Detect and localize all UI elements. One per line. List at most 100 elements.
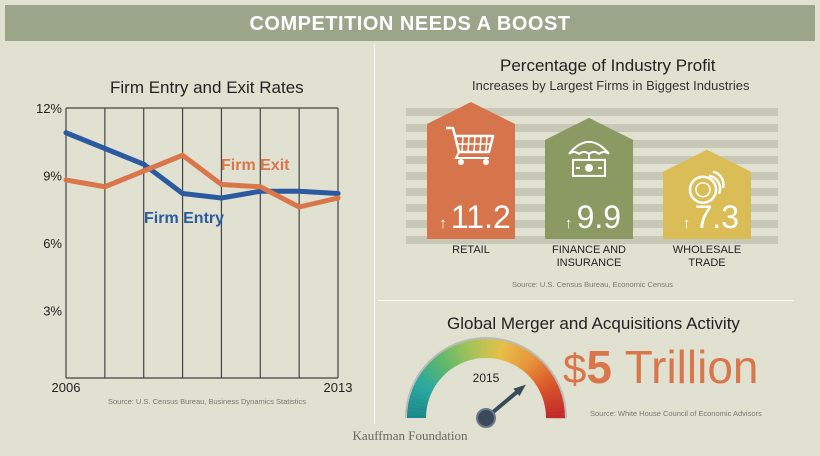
gauge-arc-segment xyxy=(503,341,514,362)
gauge-arc-segment xyxy=(526,358,543,376)
bar-category-label-line2: TRADE xyxy=(688,257,725,269)
header-banner: COMPETITION NEEDS A BOOST xyxy=(5,5,815,41)
gauge-arc-segment xyxy=(462,340,472,361)
up-arrow-icon: ↑ xyxy=(683,215,695,232)
ma-amount: 5 xyxy=(586,341,624,393)
data-point-firm-exit xyxy=(63,177,69,183)
x-tick-label: 2006 xyxy=(52,380,81,395)
gauge-arc-segment xyxy=(429,358,446,376)
gauge-arc-segment xyxy=(459,341,469,362)
y-tick-label: 6% xyxy=(43,236,62,251)
gauge-needle-tip xyxy=(513,384,526,397)
x-tick-label: 2013 xyxy=(324,380,353,395)
data-point-firm-exit xyxy=(335,195,341,201)
background-stripe xyxy=(406,108,778,116)
coins-icon xyxy=(688,170,725,204)
data-point-firm-entry xyxy=(102,146,108,151)
gauge-arc-segment xyxy=(545,410,566,416)
gauge-arc-segment xyxy=(407,398,428,407)
series-line-firm-exit xyxy=(63,152,341,210)
umbrella-money-icon xyxy=(568,140,610,177)
gauge-arc-segment xyxy=(406,406,427,413)
gauge-arc-segment xyxy=(455,342,466,363)
gauge-arc-segment xyxy=(519,351,534,370)
gauge-arc-segment xyxy=(488,338,495,359)
bar-value: 11.2 xyxy=(451,199,511,235)
vertical-divider xyxy=(374,44,375,424)
gauge-arc-segment xyxy=(544,402,566,410)
data-point-firm-entry xyxy=(180,191,186,196)
gauge-arc-segment xyxy=(535,373,555,388)
horizontal-divider xyxy=(378,300,793,301)
bar-category-label: FINANCE AND xyxy=(552,244,626,256)
gauge-arc-segment xyxy=(530,364,548,381)
y-tick-label: 3% xyxy=(43,304,62,319)
gauge-arc-segment xyxy=(432,356,449,374)
gauge-arc-segment xyxy=(534,370,553,385)
gauge-arc-segment xyxy=(424,364,442,380)
ma-figure-value: $5 Trillion xyxy=(563,341,759,393)
gauge-arc-segment xyxy=(466,339,475,360)
gauge-arc-segment xyxy=(538,380,559,393)
gauge-arc-segment xyxy=(500,340,510,361)
gauge-arc-segment xyxy=(521,353,537,372)
ma-dollar-sign: $ xyxy=(563,345,586,392)
gauge-arc-segment xyxy=(508,344,521,364)
background-stripe xyxy=(406,236,778,244)
gauge-arc-segment xyxy=(444,347,458,367)
gauge-arc-segment xyxy=(482,338,487,359)
data-point-firm-entry xyxy=(218,195,224,201)
data-point-firm-entry xyxy=(335,191,341,196)
gauge-arc-segment xyxy=(438,351,453,370)
gauge-year-label: 2015 xyxy=(473,371,500,385)
gauge-arc-segment xyxy=(514,347,528,367)
gauge-arc-segment xyxy=(441,349,456,369)
ma-title: Global Merger and Acquisitions Activity xyxy=(447,314,740,333)
line-chart: 12% 9% 6% 3% 2006 2013 Firm Entry Firm Exit xyxy=(36,101,352,395)
gauge-arc-segment xyxy=(451,344,464,364)
line-chart-title: Firm Entry and Exit Rates xyxy=(110,78,304,97)
gauge-arc-segment xyxy=(545,414,566,419)
gauge-arc-segment xyxy=(491,338,498,359)
gauge-arc-segment xyxy=(497,339,506,360)
gauge-arc-segment xyxy=(524,356,540,374)
bar-chart-source: Source: U.S. Census Bureau, Economic Cen… xyxy=(512,280,673,289)
y-tick-label: 9% xyxy=(43,169,62,184)
y-tick-label: 12% xyxy=(36,101,62,116)
gauge-arc-segment xyxy=(511,345,524,366)
ma-source: Source: White House Council of Economic … xyxy=(590,409,762,418)
data-point-firm-entry xyxy=(63,130,69,136)
gauge-arc-segment xyxy=(532,367,551,383)
gauge-arc-segment xyxy=(543,394,564,404)
gauge-arc-segment xyxy=(506,342,517,363)
gauge-arc-segment xyxy=(537,376,557,390)
footer-org: Kauffman Foundation xyxy=(352,428,468,443)
bar-value-label: ↑ 11.2 xyxy=(439,199,511,235)
gauge-arc-segment xyxy=(470,338,478,360)
gauge-arc-segment xyxy=(415,376,435,390)
data-point-firm-exit xyxy=(257,184,263,190)
ma-unit: Trillion xyxy=(625,341,759,393)
bar-chart-title: Percentage of Industry Profit xyxy=(500,56,716,75)
gauge-arc-segment xyxy=(528,361,546,378)
bar-value: 7.3 xyxy=(695,199,739,235)
gauge-arc-segment xyxy=(406,402,428,410)
bar-wholesale xyxy=(663,149,751,239)
up-arrow-icon: ↑ xyxy=(439,215,451,232)
gauge-outer-rim xyxy=(405,337,567,419)
gauge-arc-segment xyxy=(544,398,565,407)
line-chart-source: Source: U.S. Census Bureau, Business Dyn… xyxy=(108,397,306,406)
bar-value-label: ↑ 9.9 xyxy=(565,199,621,235)
gauge-arc-segment xyxy=(410,387,431,398)
gauge-arc-segment xyxy=(409,390,430,401)
gauge-arc-segment xyxy=(417,373,437,388)
gauge-arc-segment xyxy=(448,345,461,366)
series-label-firm-entry: Firm Entry xyxy=(144,210,224,227)
gauge-arc-segment xyxy=(478,338,484,359)
gauge-arc-segment xyxy=(426,361,444,378)
gauge-arc-segment xyxy=(494,338,502,360)
data-point-firm-exit xyxy=(141,168,147,174)
banner-title: COMPETITION NEEDS A BOOST xyxy=(249,13,571,35)
